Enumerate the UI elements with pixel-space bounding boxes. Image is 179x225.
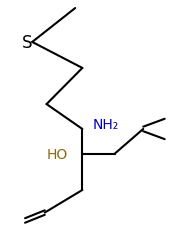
Text: HO: HO [47, 147, 68, 161]
Text: S: S [22, 34, 32, 52]
Text: NH₂: NH₂ [93, 118, 119, 132]
